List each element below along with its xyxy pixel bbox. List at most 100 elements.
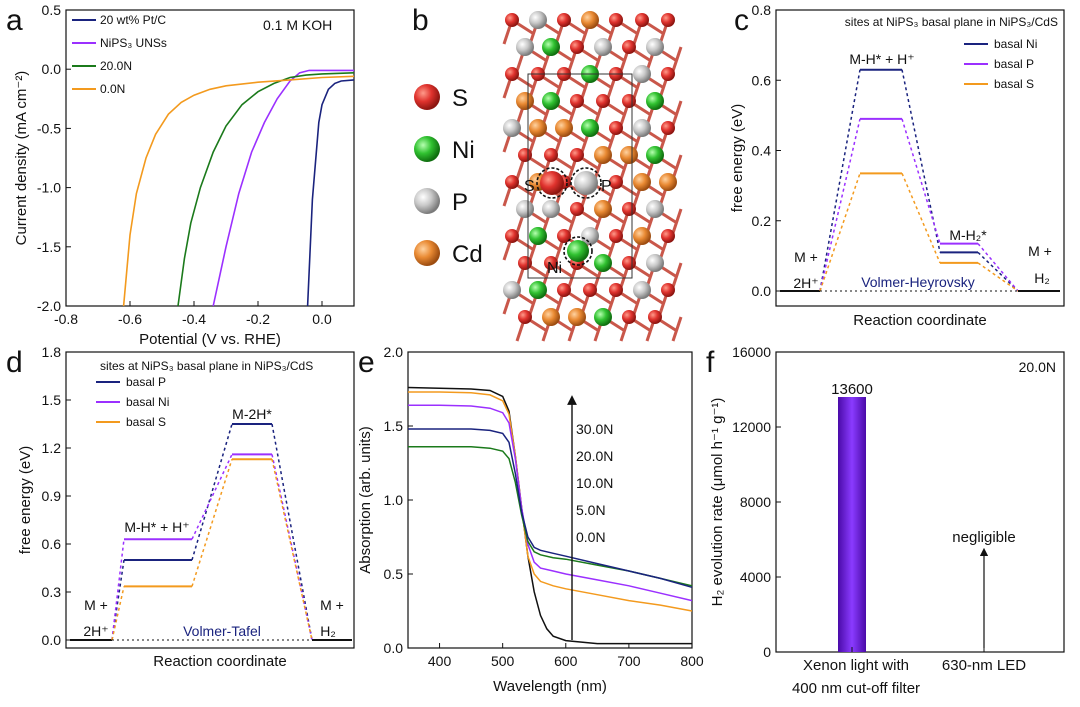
panel-d-ytick-label: 0.3 — [42, 584, 62, 600]
site-p-label: P — [601, 178, 612, 195]
panel-a-electrolyte-label: 0.1 M KOH — [263, 17, 332, 33]
atom-legend-p-icon — [414, 188, 440, 214]
panel-c-title: sites at NiPS₃ basal plane in NiPS₃/CdS — [845, 15, 1058, 29]
panel-f-category-label: 630-nm LED — [942, 657, 1026, 674]
lattice-atom-p — [503, 281, 521, 299]
lattice-atom-s — [557, 13, 571, 27]
lattice-atom-s — [661, 121, 675, 135]
panel-c-series — [780, 68, 1060, 292]
lattice-atom-s — [544, 148, 558, 162]
panel-d-ytick-label: 1.8 — [42, 344, 62, 360]
panel-a-series-line — [122, 75, 355, 307]
panel-a-lsv-chart: -2.0 -1.5 -1.0 -0.5 0.0 0.5 -0.8 -0.6 -0.4 -0.2 0.… — [13, 2, 355, 348]
panel-e-arrow-label: 30.0N — [576, 421, 613, 437]
panel-b-structure: S Ni P Cd S P Ni — [414, 11, 683, 342]
panel-a-ytick-label: -2.0 — [37, 298, 61, 314]
lattice-atom-p — [646, 254, 664, 272]
panel-a-legend-label: NiPS₃ UNSs — [100, 36, 167, 50]
panel-c-legend-label: basal S — [994, 77, 1034, 91]
panel-e-absorption-chart: 0.0 0.5 1.0 1.5 2.0 400 500 600 700 800 30.0N 20.0… — [357, 344, 704, 695]
panel-d-series — [70, 423, 352, 641]
panel-e-y-label: Absorption (arb. units) — [357, 426, 374, 574]
site-ni-label: Ni — [547, 260, 562, 277]
panel-d-connector — [271, 459, 313, 641]
panel-e-xtick-label: 800 — [680, 653, 704, 669]
lattice-bond — [671, 208, 683, 234]
panel-f-value-label: negligible — [952, 529, 1015, 546]
panel-c-connector — [819, 69, 861, 292]
lattice-atom-cd — [633, 227, 651, 245]
panel-e-ticks: 0.0 0.5 1.0 1.5 2.0 400 500 600 700 800 — [384, 344, 704, 669]
lattice-atom-cd — [581, 11, 599, 29]
lattice-atom-ni — [646, 92, 664, 110]
lattice-atom-p — [516, 38, 534, 56]
lattice-atom-s — [570, 94, 584, 108]
panel-c-free-energy-diagram: 0.0 0.2 0.4 0.6 0.8 basal Ni basal P basal S s… — [729, 2, 1065, 329]
lattice-atom-s — [518, 310, 532, 324]
panel-e-ytick-label: 1.5 — [384, 418, 404, 434]
panel-c-ticks: 0.0 0.2 0.4 0.6 0.8 — [752, 2, 781, 299]
lattice-atom-s — [505, 175, 519, 189]
panel-c-ytick-label: 0.6 — [752, 72, 772, 88]
panel-e-ytick-label: 1.0 — [384, 492, 404, 508]
lattice-atom-cd — [555, 119, 573, 137]
panel-e-series — [407, 386, 693, 645]
panel-f-bars: Xenon light with 400 nm cut-off filter 630… — [792, 381, 1026, 697]
panel-d-ytick-label: 0.9 — [42, 488, 62, 504]
panel-d-ytick-label: 1.5 — [42, 392, 62, 408]
panel-a-legend: 20 wt% Pt/C NiPS₃ UNSs 20.0N 0.0N — [72, 13, 167, 96]
atom-legend-cd-icon — [414, 240, 440, 266]
panel-d-ticks: 0.0 0.3 0.6 0.9 1.2 1.5 1.8 — [42, 344, 71, 648]
panel-a-series-line — [177, 72, 355, 307]
atom-legend-cd-label: Cd — [452, 241, 483, 268]
site-s-label: S — [524, 178, 535, 195]
panel-c-ytick-label: 0.0 — [752, 283, 772, 299]
lattice-atom-s — [609, 13, 623, 27]
panel-c-x-label: Reaction coordinate — [853, 312, 986, 329]
lattice-atom-s — [570, 202, 584, 216]
lattice-atom-ni — [529, 227, 547, 245]
site-ni-marker — [563, 236, 593, 266]
panel-c-connector — [819, 118, 861, 292]
panel-d-step-label-4: M-2H* — [232, 406, 272, 422]
panel-e-series-line — [407, 386, 692, 645]
site-s-marker — [536, 167, 568, 199]
lattice-atom-s — [557, 229, 571, 243]
panel-e-xtick-label: 400 — [428, 653, 452, 669]
panel-a-xtick-label: -0.2 — [246, 311, 270, 327]
panel-c-frame — [775, 9, 1065, 307]
atom-legend-s-icon — [414, 84, 440, 110]
lattice-atom-cd — [516, 92, 534, 110]
lattice-atom-p — [594, 38, 612, 56]
panel-c-connector — [901, 69, 941, 253]
site-p-marker — [570, 167, 602, 199]
panel-e-ytick-label: 0.0 — [384, 640, 404, 656]
panel-e-arrow-labels: 30.0N 20.0N 10.0N 5.0N 0.0N — [576, 421, 613, 545]
panel-a-frame — [65, 9, 355, 307]
panel-label-f: f — [706, 346, 715, 379]
panel-d-connector — [191, 454, 233, 540]
lattice-bond — [671, 46, 683, 72]
panel-e-xtick-label: 700 — [617, 653, 641, 669]
panel-d-step-label-3: M-H* + H⁺ — [124, 519, 189, 535]
panel-c-connector — [977, 262, 1019, 292]
panel-b-lattice — [502, 11, 683, 342]
panel-c-step-label-3: M-H* + H⁺ — [849, 51, 914, 67]
lattice-atom-s — [609, 175, 623, 189]
panel-a-x-label: Potential (V vs. RHE) — [139, 331, 281, 348]
lattice-atom-p — [633, 281, 651, 299]
panel-e-xtick-label: 600 — [554, 653, 578, 669]
panel-f-sample-label: 20.0N — [1019, 359, 1056, 375]
unit-cell-outline — [527, 73, 633, 279]
lattice-atom-s — [518, 256, 532, 270]
lattice-atom-p — [542, 200, 560, 218]
lattice-atom-s — [505, 229, 519, 243]
panel-d-ytick-label: 1.2 — [42, 440, 62, 456]
atom-legend-ni-icon — [414, 136, 440, 162]
panel-c-step-label-5: M + — [1028, 243, 1052, 259]
panel-e-arrow-label: 10.0N — [576, 475, 613, 491]
panel-c-legend: basal Ni basal P basal S — [964, 37, 1037, 91]
